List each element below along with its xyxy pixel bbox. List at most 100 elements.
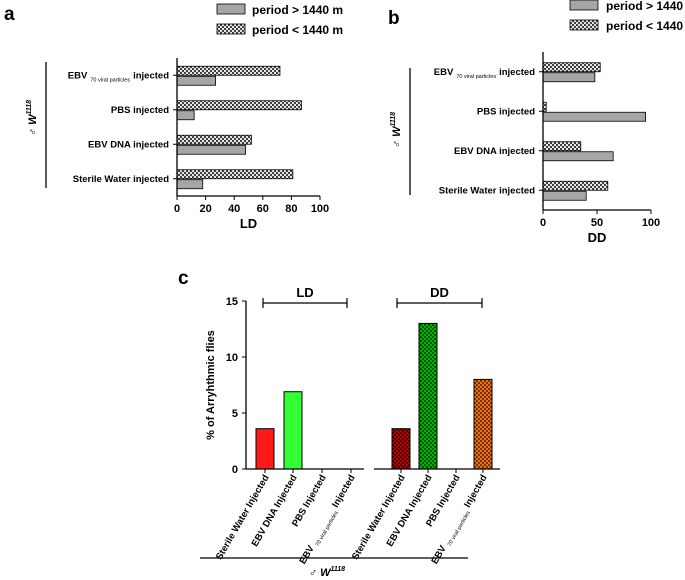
bar-gt [542,111,646,122]
bar-gt [176,75,217,86]
legend-a: period > 1440 m period < 1440 m [216,3,343,37]
category-label-main: EBV [429,543,449,566]
group-label: DD [430,285,449,300]
genotype-superscript: 1118 [390,112,397,127]
legend-b: period > 1440 m period < 1440 m [569,0,685,33]
bar [255,428,275,470]
legend-label-lt: period < 1440 m [252,23,343,37]
x-axis-label: DD [588,230,607,245]
category-label: EBV70 viral particlesInjected [297,473,359,567]
genotype-text: ♂ W1118 [26,100,39,136]
legend-swatch-gt [569,0,599,11]
category-label: EBV70 viral particlesInjected [429,473,491,567]
genotype-symbol: ♂ [309,567,317,579]
genotype-name: W [27,113,39,125]
bar [418,322,438,470]
category-label: PBS injected [111,105,169,116]
y-tick-label: 10 [226,352,238,364]
genotype-symbol: ♂ [391,140,403,148]
legend-label-lt: period < 1440 m [606,19,685,33]
x-tick-label: 0 [540,217,546,229]
category-label-main: Sterile Water injected [439,185,535,196]
panel-letter-c: c [178,268,189,289]
x-tick-label: 40 [228,203,240,215]
bar-gt [176,110,195,121]
category-label: Sterile Water injected [73,174,169,185]
bar-gt [542,151,614,162]
genotype-text: ♂ W1118 [390,112,403,148]
bar-lt [176,65,281,76]
category-label-sub: 70 viral particles [456,74,496,80]
category-label-main: PBS injected [111,105,169,116]
legend-label-gt: period > 1440 m [606,0,685,13]
category-label-main: Sterile Water injected [73,174,169,185]
x-axis-label: LD [240,216,257,231]
category-label: Sterile Water Injected [214,473,272,562]
genotype-superscript: 1118 [331,566,346,573]
category-label: PBS injected [477,106,535,117]
genotype-label: ♂W1118 [309,566,345,579]
legend-swatch-gt [216,3,246,15]
genotype-label: ♂ W1118 [390,112,403,148]
bar-gt [542,190,587,201]
genotype-text: ♂W1118 [309,566,345,579]
genotype-name: W [391,125,403,137]
category-label: EBV 70 viral particles injected [434,67,535,80]
genotype-symbol: ♂ [27,128,39,136]
x-tick-label: 0 [174,203,180,215]
bar [391,428,411,470]
category-label: EBV 70 viral particles injected [68,70,169,83]
y-tick-label: 5 [232,408,238,420]
y-axis-label: % of Arryhthmic flies [205,330,217,440]
category-label: EBV DNA injected [88,139,169,150]
category-label: EBV DNA injected [454,146,535,157]
panel-letter-b: b [388,8,400,29]
category-label-main: EBV [434,67,454,78]
panel-letter-a: a [4,4,15,25]
bar-lt [542,141,582,152]
x-tick-label: 80 [285,203,297,215]
bar-lt [176,169,294,180]
genotype-name: W [320,567,332,579]
legend-label-gt: period > 1440 m [252,3,343,17]
category-label-main: EBV DNA injected [88,139,169,150]
category-label-tail: injected [499,67,535,78]
chart-panel-b: EBV 70 viral particles injected PBS injecte… [390,52,660,245]
category-label-sub: 70 viral particles [315,510,340,548]
category-label-sub: 70 viral particles [90,77,130,83]
category-label-tail: Injected [330,473,358,510]
bar-gt [176,144,247,155]
bar [473,378,493,470]
bar-lt [176,100,302,111]
y-tick-label: 15 [226,296,238,308]
bar [283,391,303,470]
category-label-main: Sterile Water Injected [214,473,272,562]
x-tick-label: 20 [199,203,211,215]
legend-swatch-lt [216,23,246,35]
bar-lt [542,180,609,191]
legend-swatch-lt [569,19,599,31]
bar-gt [176,179,204,190]
category-label-main: EBV [297,543,317,566]
genotype-superscript: 1118 [26,100,33,115]
category-label-main: PBS injected [477,106,535,117]
category-label-sub: 70 viral particles [447,510,472,548]
bar-lt [542,62,601,73]
chart-panel-a: EBV 70 viral particles injected PBS injecte… [26,58,329,231]
bar-lt [176,134,252,145]
category-label-tail: injected [133,70,169,81]
genotype-label: ♂ W1118 [26,100,39,136]
x-tick-label: 100 [642,217,660,229]
x-tick-label: 60 [257,203,269,215]
x-tick-label: 50 [591,217,603,229]
category-label-tail: Injected [462,473,490,510]
y-tick-label: 0 [232,464,238,476]
x-tick-label: 100 [311,203,329,215]
category-label: Sterile Water injected [439,185,535,196]
group-label: LD [296,285,313,300]
bar-gt [542,72,596,83]
category-label-main: EBV DNA injected [454,146,535,157]
